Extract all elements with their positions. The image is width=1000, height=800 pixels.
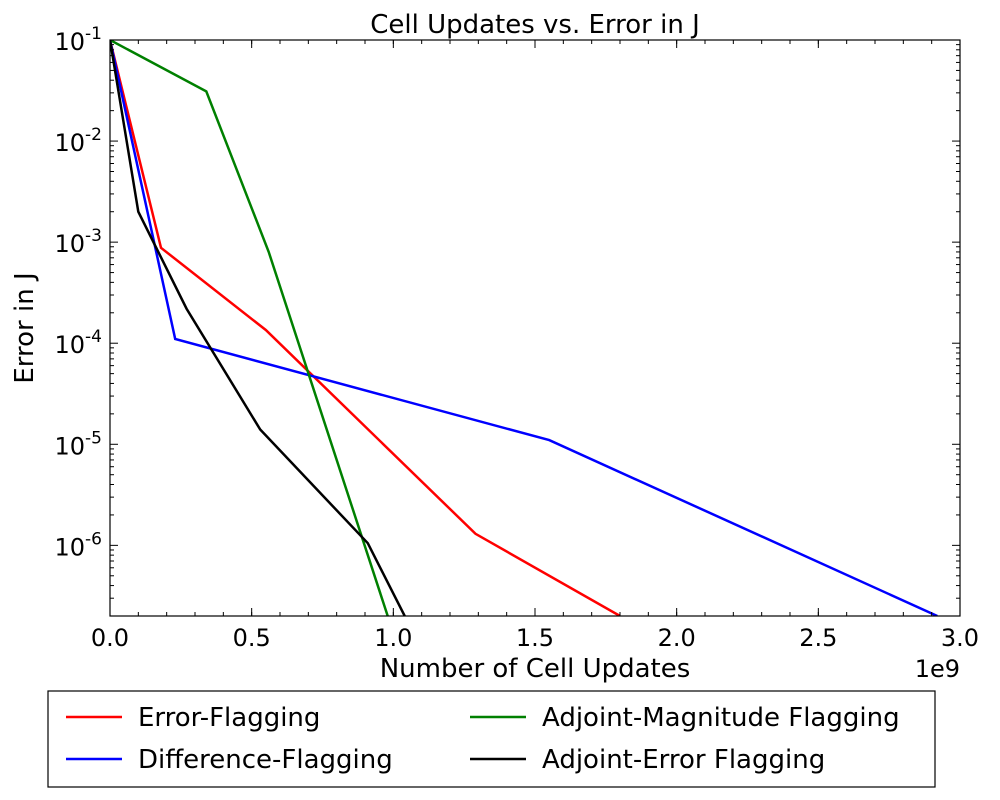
chart-title: Cell Updates vs. Error in J (370, 10, 700, 40)
y-tick-label: 10-6 (55, 529, 103, 561)
y-tick-label: 10-5 (55, 428, 103, 460)
y-tick-labels: 10-1 10-2 10-3 10-4 10-5 10-6 (55, 24, 103, 561)
y-tick-label: 10-1 (55, 24, 103, 56)
legend: Error-Flagging Difference-Flagging Adjoint… (47, 690, 936, 788)
legend-items: Error-Flagging Difference-Flagging Adjoint… (66, 703, 900, 775)
legend-item: Error-Flagging (66, 703, 320, 733)
legend-item: Adjoint-Magnitude Flagging (470, 703, 900, 733)
y-axis-label: Error in J (10, 272, 40, 383)
series-line-3 (110, 40, 389, 616)
legend-label: Adjoint-Magnitude Flagging (542, 703, 900, 733)
x-tick-label: 2.0 (658, 624, 696, 652)
x-axis-label: Number of Cell Updates (380, 654, 691, 684)
plot-area (110, 40, 960, 616)
legend-label: Error-Flagging (138, 703, 320, 733)
legend-label: Adjoint-Error Flagging (542, 745, 825, 775)
x-tick-labels: 0.0 0.5 1.0 1.5 2.0 2.5 3.0 (91, 624, 979, 652)
series-line-2 (110, 40, 938, 616)
legend-item: Difference-Flagging (66, 745, 393, 775)
x-tick-label: 3.0 (941, 624, 979, 652)
x-tick-label: 0.0 (91, 624, 129, 652)
y-tick-label: 10-4 (55, 327, 103, 359)
x-tick-label: 1.5 (516, 624, 554, 652)
legend-item: Adjoint-Error Flagging (470, 745, 825, 775)
legend-box (47, 690, 936, 788)
plot-frame (109, 39, 961, 617)
legend-label: Difference-Flagging (138, 745, 393, 775)
series-line-1 (110, 40, 621, 616)
x-tick-label: 0.5 (233, 624, 271, 652)
ticks-layer (109, 39, 961, 617)
series-layer (110, 40, 938, 616)
x-tick-label: 2.5 (799, 624, 837, 652)
y-tick-label: 10-2 (55, 125, 103, 157)
x-offset-label: 1e9 (915, 655, 960, 683)
series-line-4 (110, 40, 406, 616)
y-tick-label: 10-3 (55, 226, 103, 258)
x-tick-label: 1.0 (374, 624, 412, 652)
